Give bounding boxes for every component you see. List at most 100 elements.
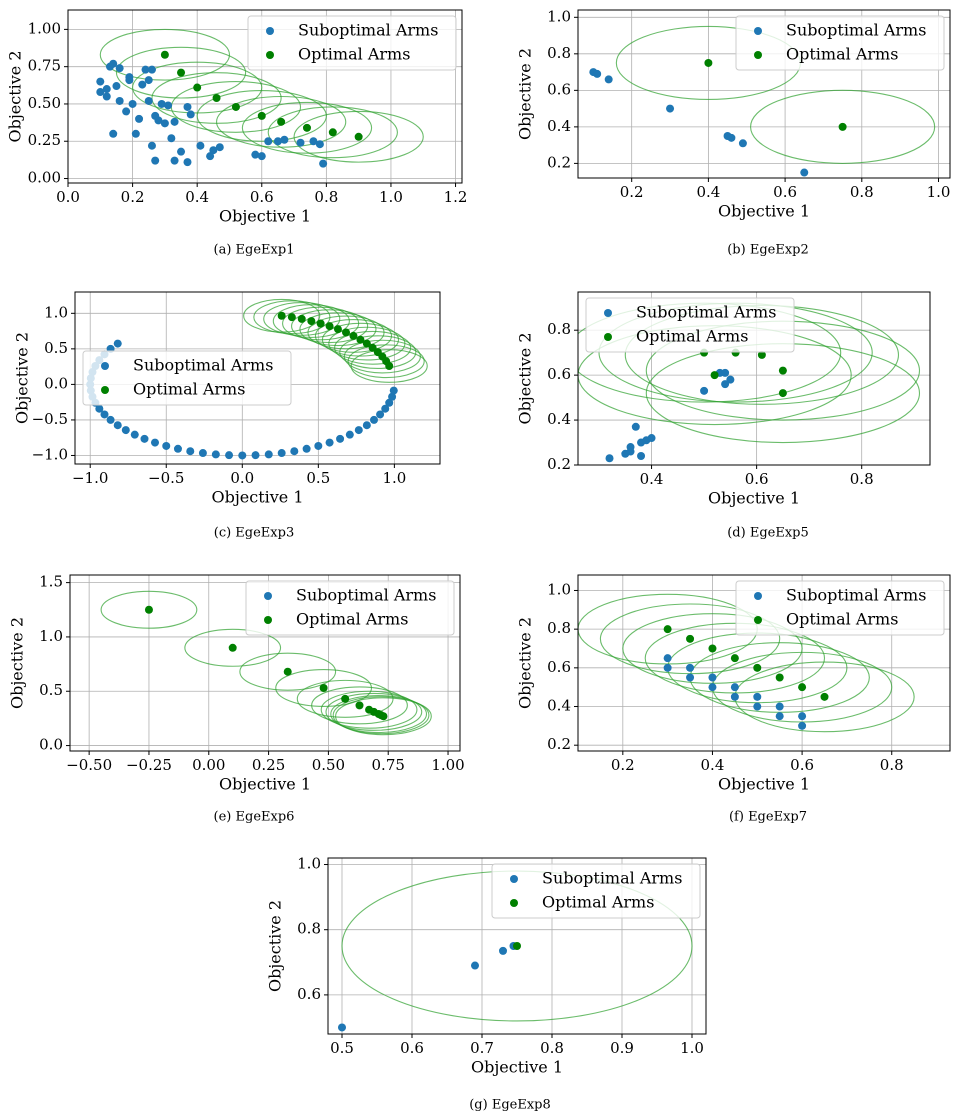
legend: Suboptimal Arms Optimal Arms (245, 580, 455, 636)
data-point (362, 421, 371, 430)
data-point (356, 335, 365, 344)
y-tick-label: 1.0 (39, 627, 63, 645)
plot-area (86, 298, 428, 460)
data-point (251, 451, 260, 460)
data-point (721, 368, 730, 377)
x-tick-label: 0.6 (250, 188, 274, 206)
data-point (196, 141, 205, 150)
data-point (130, 430, 139, 439)
confidence-ellipse (115, 46, 247, 99)
data-point (730, 654, 739, 663)
y-tick-label: 0.0 (39, 736, 63, 754)
x-tick-label: 0.0 (56, 188, 80, 206)
y-tick-label: 0.5 (44, 339, 68, 357)
data-point (710, 371, 719, 380)
plot-area (100, 590, 432, 736)
y-tick-label: 1.0 (547, 580, 571, 598)
x-tick-label: 1.0 (379, 188, 403, 206)
confidence-ellipse (339, 335, 417, 370)
plot-frame (327, 857, 707, 1035)
legend-box (585, 297, 795, 353)
legend: Suboptimal Arms Optimal Arms (735, 15, 945, 71)
data-point (499, 946, 507, 955)
y-tick-label: 1.0 (547, 7, 571, 25)
x-axis-label: Objective 1 (211, 488, 303, 507)
data-point (341, 694, 350, 703)
x-tick-label: 0.7 (470, 1039, 494, 1057)
confidence-ellipse (100, 590, 198, 629)
data-point (302, 444, 311, 453)
data-point (277, 117, 286, 126)
confidence-ellipse (99, 28, 231, 81)
confidence-ellipse (272, 304, 350, 338)
x-tick-label: 1.00 (431, 756, 464, 774)
legend-marker (266, 27, 274, 35)
x-tick-label: 0.6 (745, 470, 769, 488)
x-tick-label: 1.0 (680, 1039, 704, 1057)
data-point (173, 444, 182, 453)
data-point (264, 137, 273, 146)
data-point (389, 386, 398, 395)
data-point (150, 438, 159, 447)
x-tick-label: 0.25 (252, 756, 285, 774)
x-tick-label: 1.0 (927, 183, 951, 201)
legend-label: Suboptimal Arms (786, 586, 926, 605)
data-point (328, 128, 337, 137)
data-point (277, 311, 286, 320)
data-point (663, 663, 672, 672)
x-tick-label: 0.4 (185, 188, 209, 206)
legend-label: Optimal Arms (298, 45, 410, 64)
x-tick-label: 0.4 (640, 470, 664, 488)
y-axis-label: Objective 2 (6, 50, 25, 142)
confidence-ellipse (184, 628, 282, 667)
data-point (113, 421, 122, 430)
x-tick-label: 0.00 (192, 756, 225, 774)
legend-label: Suboptimal Arms (542, 869, 682, 888)
data-point (637, 452, 646, 461)
data-point (647, 434, 656, 443)
data-point (215, 143, 224, 152)
y-tick-label: 1.0 (44, 303, 68, 321)
x-axis-label: Objective 1 (219, 207, 311, 226)
data-point (775, 712, 784, 721)
data-point (209, 146, 218, 155)
data-point (193, 83, 202, 92)
data-point (115, 96, 124, 105)
data-point (128, 99, 137, 108)
data-point (338, 1023, 346, 1032)
data-point (177, 68, 186, 77)
data-point (280, 135, 289, 144)
y-tick-label: 0.0 (44, 374, 68, 392)
data-point (167, 134, 176, 143)
confidence-ellipse (241, 101, 373, 154)
data-point (663, 654, 672, 663)
data-point (345, 430, 354, 439)
data-point (798, 721, 807, 730)
data-point (160, 50, 169, 59)
data-point (147, 141, 156, 150)
data-point (164, 101, 173, 110)
data-point (362, 339, 371, 348)
caption: (f) EgeExp7 (729, 810, 807, 825)
data-point (631, 422, 640, 431)
plot-area (96, 28, 424, 168)
data-point (238, 451, 247, 460)
data-point (113, 339, 122, 348)
data-point (686, 663, 695, 672)
data-point (721, 380, 730, 389)
data-point (183, 158, 192, 167)
legend-box (491, 863, 701, 919)
x-tick-label: 0.8 (850, 470, 874, 488)
legend-label: Optimal Arms (542, 893, 654, 912)
y-tick-label: 0.8 (547, 320, 571, 338)
y-tick-label: 1.5 (39, 573, 63, 591)
data-point (135, 114, 144, 123)
data-point (757, 350, 766, 359)
subplot: −0.50 −0.25 0.00 0.25 0.50 0.75 1.00 0.0 0.5 1.0 1… (8, 573, 465, 825)
data-point (354, 426, 363, 435)
data-point (112, 82, 121, 91)
caption: (c) EgeExp3 (214, 526, 294, 541)
x-tick-label: 0.9 (610, 1039, 634, 1057)
data-point (157, 99, 166, 108)
data-point (206, 152, 215, 161)
